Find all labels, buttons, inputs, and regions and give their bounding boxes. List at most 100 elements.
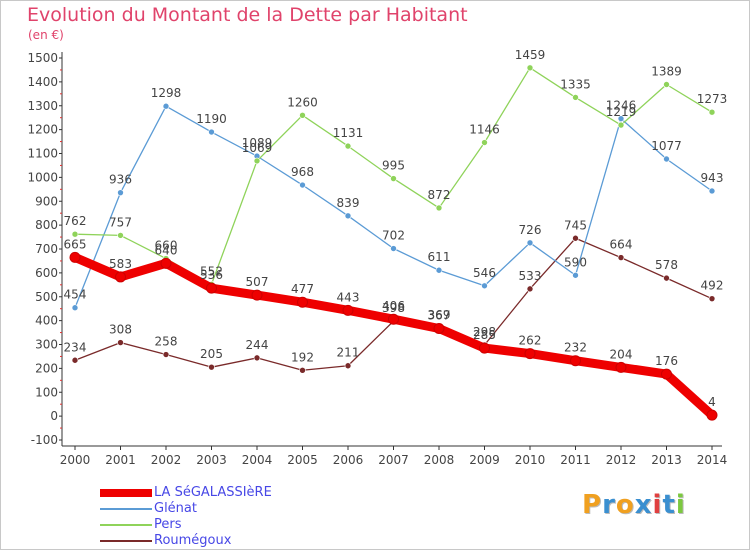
x-tick-label: 2010: [515, 453, 546, 467]
series-2-label: 762: [64, 214, 87, 228]
series-3-label: 745: [564, 218, 587, 232]
series-3-label: 369: [428, 308, 451, 322]
legend-swatch-3: [100, 540, 152, 542]
series-3-label: 578: [655, 258, 678, 272]
series-3-point: [253, 354, 261, 362]
series-1-label: 1246: [606, 99, 637, 113]
series-2-point: [71, 230, 79, 238]
y-tick-label: 800: [35, 218, 58, 232]
series-1-label: 726: [519, 223, 542, 237]
series-0-label: 285: [473, 328, 496, 342]
series-3-point: [117, 339, 124, 346]
series-1-point: [162, 102, 170, 110]
series-0-label: 367: [428, 309, 451, 323]
series-2-point: [435, 204, 443, 212]
series-2-point: [344, 142, 352, 150]
series-2-label: 1069: [242, 141, 273, 155]
y-tick-label: 200: [35, 361, 58, 375]
series-1-label: 454: [64, 288, 87, 302]
chart-unit: (en €): [28, 28, 64, 42]
series-2-point: [117, 232, 124, 239]
y-tick-label: 1000: [27, 170, 58, 184]
x-tick-label: 2007: [378, 453, 409, 467]
series-1-label: 968: [291, 165, 314, 179]
logo-letter: i: [675, 490, 686, 520]
logo-letter: o: [615, 490, 635, 520]
series-2-point: [253, 157, 261, 165]
series-2-point: [481, 139, 488, 146]
series-2-label: 995: [382, 159, 405, 173]
series-3-label: 492: [701, 279, 724, 293]
series-2-label: 1146: [469, 123, 500, 137]
series-0-point: [388, 313, 399, 325]
series-2-point: [572, 94, 579, 101]
y-tick-label: 1500: [27, 51, 58, 65]
series-1-label: 611: [428, 250, 451, 264]
series-2-point: [617, 121, 625, 129]
y-tick-label: 500: [35, 290, 58, 304]
series-1-point: [390, 245, 397, 252]
series-3-label: 398: [382, 301, 405, 315]
series-3-point: [299, 366, 306, 374]
series-0-label: 4: [708, 395, 716, 409]
series-2-point: [299, 112, 306, 119]
logo-letter: i: [652, 490, 663, 520]
series-3-label: 664: [610, 238, 633, 252]
series-3-label: 205: [200, 347, 223, 361]
axes: -100 0 100 200 300 400 500 600 700 800 900 1000 1100…: [27, 51, 727, 467]
series-2-label: 872: [428, 188, 451, 202]
series-0-point: [615, 361, 627, 373]
series-3-point: [162, 351, 170, 358]
series-0-point: [524, 348, 536, 360]
series-3-point: [572, 234, 579, 242]
y-tick-label: 1400: [27, 75, 58, 89]
series-1-label: 546: [473, 266, 496, 280]
logo-letter: x: [634, 490, 653, 520]
series-0-point: [115, 271, 126, 283]
y-tick-label: 1200: [27, 123, 58, 137]
series-1-point: [299, 181, 306, 189]
series-2-point: [390, 175, 397, 182]
series-0-label: 204: [610, 347, 633, 361]
series-1-point: [663, 155, 670, 163]
series-3-label: 211: [337, 346, 360, 360]
logo-letter: P: [582, 490, 603, 520]
series-3-point: [71, 356, 79, 364]
series-layer: [69, 64, 718, 421]
logo-letter: r: [602, 490, 616, 520]
series-1-point: [481, 282, 488, 290]
x-tick-label: 2002: [151, 453, 182, 467]
series-2-point: [663, 81, 670, 88]
series-3-label: 192: [291, 350, 314, 364]
series-0-label: 176: [655, 354, 678, 368]
series-1-point: [617, 115, 625, 122]
chart-title: Evolution du Montant de la Dette par Hab…: [27, 4, 468, 26]
series-3-label: 234: [64, 340, 87, 354]
series-3-label: 258: [155, 335, 178, 349]
proxiti-logo: Proxiti: [582, 490, 686, 520]
series-0-label: 232: [564, 341, 587, 355]
series-0-label: 640: [155, 243, 178, 257]
series-2-label: 552: [200, 264, 223, 278]
series-0-point: [479, 342, 490, 354]
series-3-label: 308: [109, 323, 132, 337]
x-tick-label: 2009: [469, 453, 500, 467]
x-tick-label: 2006: [333, 453, 364, 467]
series-0-point: [706, 409, 718, 421]
series-2-point: [526, 64, 534, 72]
series-1-point: [435, 266, 443, 274]
series-1-label: 943: [701, 171, 724, 185]
y-tick-label: 0: [50, 409, 58, 423]
series-1-point: [71, 304, 79, 312]
series-1-label: 1089: [242, 136, 273, 150]
series-1-label: 839: [337, 196, 360, 210]
x-tick-label: 2000: [60, 453, 91, 467]
series-2-label: 1260: [287, 95, 318, 109]
series-3-point: [617, 254, 625, 261]
legend-label-3: Roumégoux: [154, 533, 232, 548]
series-0-label: 665: [64, 237, 87, 251]
series-0-point: [297, 296, 308, 308]
series-1-point: [208, 128, 215, 136]
series-3-label: 244: [246, 338, 269, 352]
